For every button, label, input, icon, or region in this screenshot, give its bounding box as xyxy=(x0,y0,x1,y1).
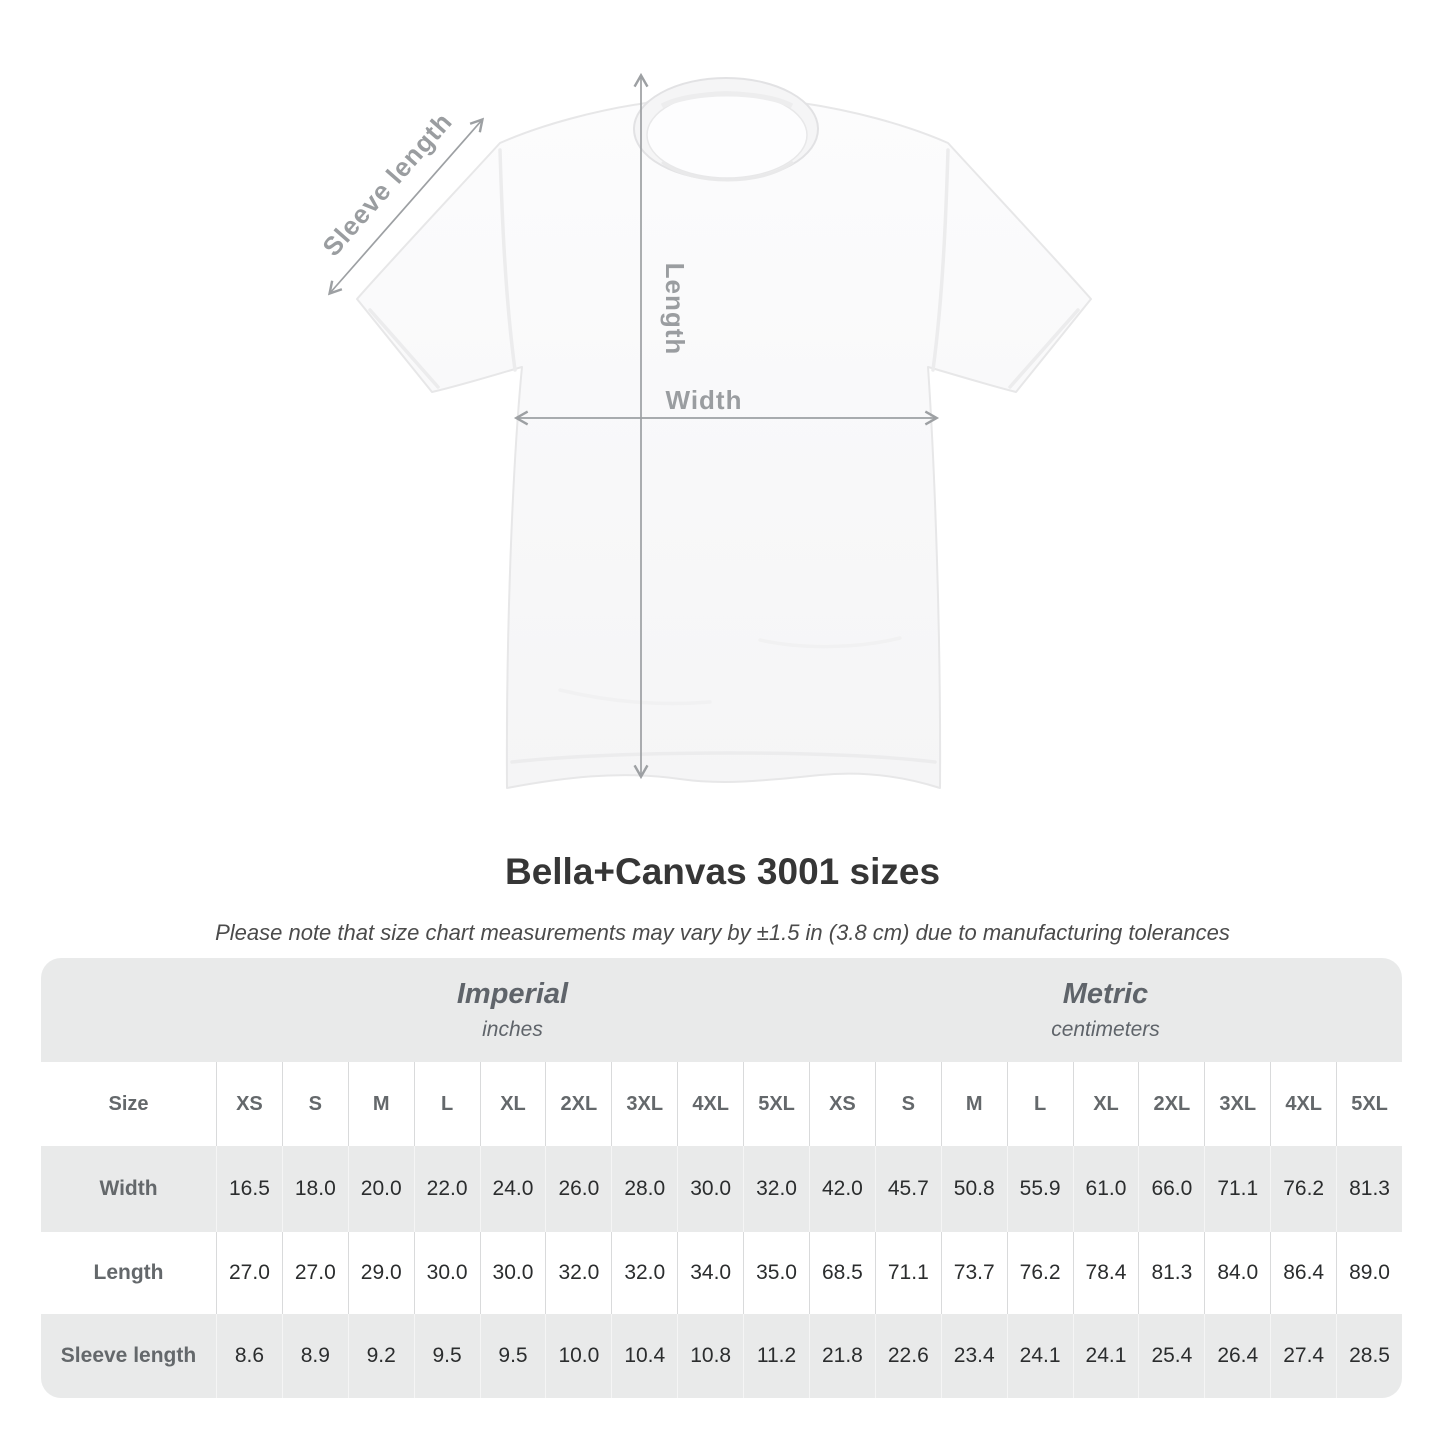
metric-label: Metric xyxy=(1062,978,1149,1010)
measurement-cell-imperial: 30.0 xyxy=(413,1232,480,1314)
measurement-cell-imperial: 18.0 xyxy=(281,1146,348,1232)
size-col-header-imperial: M xyxy=(347,1062,414,1146)
measurement-cell-metric: 28.5 xyxy=(1336,1314,1402,1398)
imperial-group-header: Imperial inches xyxy=(216,958,809,1062)
measurement-cell-metric: 24.1 xyxy=(1006,1314,1073,1398)
measurement-cell-metric: 61.0 xyxy=(1072,1146,1139,1232)
measurement-cell-imperial: 9.5 xyxy=(479,1314,546,1398)
measurement-cell-metric: 42.0 xyxy=(808,1146,875,1232)
sleeve-length-arrow xyxy=(327,117,485,296)
measurement-cell-imperial: 28.0 xyxy=(611,1146,678,1232)
measurement-cell-imperial: 9.2 xyxy=(347,1314,414,1398)
size-col-header-metric: 2XL xyxy=(1138,1062,1205,1146)
measurement-cell-imperial: 16.5 xyxy=(216,1146,282,1232)
measurement-cell-metric: 21.8 xyxy=(808,1314,875,1398)
size-col-header-imperial: 5XL xyxy=(743,1062,809,1146)
size-col-header-imperial: 2XL xyxy=(545,1062,612,1146)
row-label: Length xyxy=(41,1232,216,1314)
measurement-cell-imperial: 10.4 xyxy=(611,1314,678,1398)
measurement-cell-imperial: 9.5 xyxy=(413,1314,480,1398)
size-table: Imperial inches Metric centimeters Size X… xyxy=(41,958,1402,1398)
measurement-cell-imperial: 11.2 xyxy=(743,1314,809,1398)
page-title: Bella+Canvas 3001 sizes xyxy=(504,851,941,892)
measurement-cell-metric: 24.1 xyxy=(1072,1314,1139,1398)
measurement-cell-metric: 81.3 xyxy=(1138,1232,1205,1314)
measurement-arrows xyxy=(327,72,940,780)
size-col-header-metric: XS xyxy=(808,1062,875,1146)
size-col-header-imperial: L xyxy=(413,1062,480,1146)
imperial-label: Imperial xyxy=(456,978,569,1010)
measurement-cell-imperial: 27.0 xyxy=(216,1232,282,1314)
measurement-cell-imperial: 30.0 xyxy=(479,1232,546,1314)
size-col-header-imperial: XL xyxy=(479,1062,546,1146)
band-corner xyxy=(41,958,216,1062)
imperial-unit: inches xyxy=(482,1018,543,1041)
length-label: Length xyxy=(660,263,690,356)
measurement-cell-imperial: 34.0 xyxy=(677,1232,744,1314)
measurement-cell-metric: 22.6 xyxy=(874,1314,941,1398)
measurement-cell-metric: 23.4 xyxy=(940,1314,1007,1398)
size-col-header-imperial: S xyxy=(281,1062,348,1146)
measurement-cell-imperial: 27.0 xyxy=(281,1232,348,1314)
measurement-cell-metric: 73.7 xyxy=(940,1232,1007,1314)
measurement-cell-imperial: 26.0 xyxy=(545,1146,612,1232)
measurement-cell-metric: 26.4 xyxy=(1204,1314,1271,1398)
measurement-cell-imperial: 24.0 xyxy=(479,1146,546,1232)
metric-group-header: Metric centimeters xyxy=(808,958,1402,1062)
size-col-header-imperial: 3XL xyxy=(611,1062,678,1146)
measurement-cell-metric: 76.2 xyxy=(1006,1232,1073,1314)
measurement-cell-metric: 81.3 xyxy=(1336,1146,1402,1232)
width-label: Width xyxy=(666,385,743,415)
tshirt-measurement-diagram: Sleeve length Length Width xyxy=(316,72,1092,789)
measurement-cell-metric: 27.4 xyxy=(1270,1314,1337,1398)
measurement-cell-metric: 76.2 xyxy=(1270,1146,1337,1232)
measurement-cell-metric: 66.0 xyxy=(1138,1146,1205,1232)
measurement-cell-imperial: 8.9 xyxy=(281,1314,348,1398)
measurement-cell-metric: 78.4 xyxy=(1072,1232,1139,1314)
tolerance-note: Please note that size chart measurements… xyxy=(215,920,1230,945)
measurement-cell-metric: 71.1 xyxy=(1204,1146,1271,1232)
size-row-header: Size xyxy=(41,1062,216,1146)
measurement-cell-metric: 55.9 xyxy=(1006,1146,1073,1232)
measurement-cell-metric: 89.0 xyxy=(1336,1232,1402,1314)
size-col-header-metric: 3XL xyxy=(1204,1062,1271,1146)
size-col-header-metric: M xyxy=(940,1062,1007,1146)
size-col-header-metric: 4XL xyxy=(1270,1062,1337,1146)
measurement-cell-metric: 25.4 xyxy=(1138,1314,1205,1398)
measurement-cell-imperial: 29.0 xyxy=(347,1232,414,1314)
measurement-cell-metric: 86.4 xyxy=(1270,1232,1337,1314)
measurement-cell-metric: 50.8 xyxy=(940,1146,1007,1232)
measurement-cell-imperial: 32.0 xyxy=(545,1232,612,1314)
measurement-cell-imperial: 35.0 xyxy=(743,1232,809,1314)
measurement-cell-imperial: 8.6 xyxy=(216,1314,282,1398)
size-col-header-metric: S xyxy=(874,1062,941,1146)
measurement-cell-imperial: 32.0 xyxy=(743,1146,809,1232)
tshirt-collar xyxy=(633,77,819,182)
measurement-cell-imperial: 10.8 xyxy=(677,1314,744,1398)
size-col-header-metric: 5XL xyxy=(1336,1062,1402,1146)
measurement-cell-imperial: 20.0 xyxy=(347,1146,414,1232)
tshirt-body xyxy=(356,87,1092,789)
measurement-cell-metric: 84.0 xyxy=(1204,1232,1271,1314)
metric-unit: centimeters xyxy=(1051,1018,1160,1041)
measurement-cell-imperial: 10.0 xyxy=(545,1314,612,1398)
measurement-cell-metric: 68.5 xyxy=(808,1232,875,1314)
measurement-cell-imperial: 22.0 xyxy=(413,1146,480,1232)
size-col-header-metric: L xyxy=(1006,1062,1073,1146)
measurement-cell-imperial: 32.0 xyxy=(611,1232,678,1314)
size-col-header-imperial: XS xyxy=(216,1062,282,1146)
row-label: Width xyxy=(41,1146,216,1232)
measurement-cell-imperial: 30.0 xyxy=(677,1146,744,1232)
row-label: Sleeve length xyxy=(41,1314,216,1398)
size-col-header-metric: XL xyxy=(1072,1062,1139,1146)
measurement-cell-metric: 71.1 xyxy=(874,1232,941,1314)
measurement-cell-metric: 45.7 xyxy=(874,1146,941,1232)
size-col-header-imperial: 4XL xyxy=(677,1062,744,1146)
